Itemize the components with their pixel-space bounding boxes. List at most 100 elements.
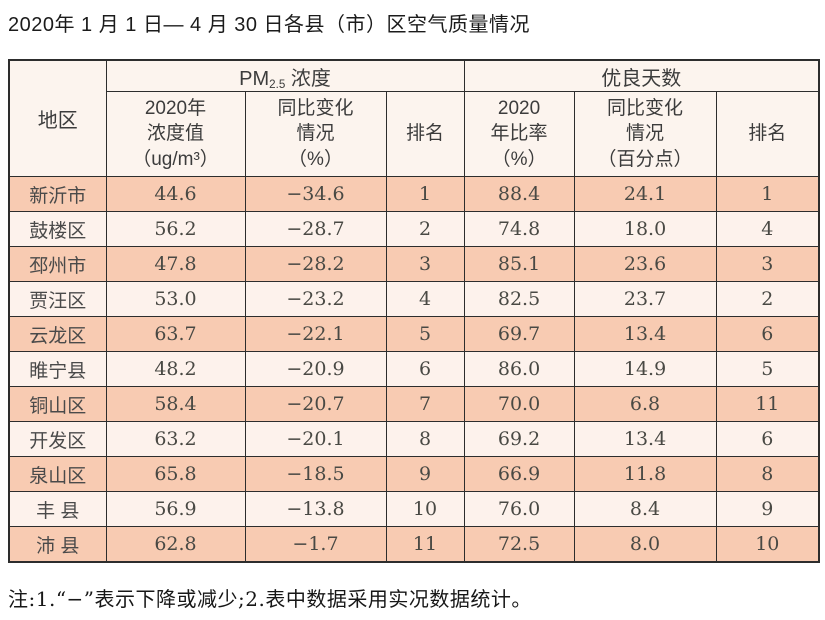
pm-value-cell: 63.2 [105,421,246,457]
days-change-cell: 8.4 [573,491,717,527]
pm-change-cell: −34.6 [244,176,387,212]
days-change-cell: 13.4 [573,316,717,352]
pm-rank-cell: 6 [385,351,465,387]
days-rank-cell: 5 [715,351,820,387]
table-row: 丰 县 56.9 −13.8 10 76.0 8.4 9 [8,491,820,527]
days-rank-cell: 6 [715,316,820,352]
pm-change-cell: −20.7 [244,386,387,422]
pm-value-cell: 53.0 [105,281,246,317]
subheader-pm-change: 同比变化 情况 （%） [244,91,387,177]
pm-rank-cell: 3 [385,246,465,282]
region-cell: 鼓楼区 [8,211,107,247]
subheader-days-rank: 排名 [715,91,820,177]
days-rank-cell: 11 [715,386,820,422]
pm-change-cell: −28.7 [244,211,387,247]
days-ratio-cell: 70.0 [463,386,575,422]
region-cell: 睢宁县 [8,351,107,387]
days-change-cell: 14.9 [573,351,717,387]
table-row: 新沂市 44.6 −34.6 1 88.4 24.1 1 [8,176,820,212]
days-rank-cell: 2 [715,281,820,317]
days-change-cell: 13.4 [573,421,717,457]
days-change-cell: 8.0 [573,526,717,563]
region-header-cell: 地区 [8,59,107,177]
group-header-row: 地区 PM2.5 浓度 优良天数 [8,59,820,177]
table-header: 地区 PM2.5 浓度 优良天数 2020年 浓度值 （ug/m³） 同比变化 … [8,59,820,177]
days-rank-cell: 9 [715,491,820,527]
pm-value-cell: 65.8 [105,456,246,492]
region-cell: 云龙区 [8,316,107,352]
pm-rank-cell: 4 [385,281,465,317]
pm-change-cell: −20.9 [244,351,387,387]
days-ratio-cell: 82.5 [463,281,575,317]
table-row: 鼓楼区 56.2 −28.7 2 74.8 18.0 4 [8,211,820,247]
days-rank-cell: 10 [715,526,820,563]
days-rank-cell: 4 [715,211,820,247]
pm-rank-cell: 2 [385,211,465,247]
days-rank-cell: 3 [715,246,820,282]
days-rank-cell: 1 [715,176,820,212]
subheader-days-change: 同比变化 情况 （百分点） [573,91,717,177]
page-title: 2020年 1 月 1 日— 4 月 30 日各县（市）区空气质量情况 [8,14,531,36]
pm-value-cell: 62.8 [105,526,246,563]
days-rank-cell: 6 [715,421,820,457]
days-change-cell: 11.8 [573,456,717,492]
days-ratio-cell: 88.4 [463,176,575,212]
pm-rank-cell: 7 [385,386,465,422]
sub-header-row: 2020年 浓度值 （ug/m³） 同比变化 情况 （%） 排名 2020 年比… [9,91,820,177]
subheader-days-ratio: 2020 年比率 （%） [463,91,575,177]
table-body: 新沂市 44.6 −34.6 1 88.4 24.1 1 鼓楼区 56.2 −2… [8,176,820,563]
good-days-group-header: 优良天数 [463,59,820,92]
pm-change-cell: −13.8 [244,491,387,527]
pm-suffix: 浓度 [285,67,331,90]
days-ratio-cell: 72.5 [463,526,575,563]
pm-prefix: PM [239,67,270,90]
pm-value-cell: 56.9 [105,491,246,527]
footnote: 注:1.“−”表示下降或减少;2.表中数据采用实况数据统计。 [8,587,532,611]
days-change-cell: 23.6 [573,246,717,282]
pm-rank-cell: 8 [385,421,465,457]
days-change-cell: 23.7 [573,281,717,317]
pm-value-cell: 63.7 [105,316,246,352]
days-ratio-cell: 66.9 [463,456,575,492]
pm-change-cell: −22.1 [244,316,387,352]
pm-rank-cell: 5 [385,316,465,352]
days-change-cell: 18.0 [573,211,717,247]
pm-subscript: 2.5 [269,77,286,91]
pm-value-cell: 58.4 [105,386,246,422]
pm-change-cell: −1.7 [244,526,387,563]
pm-value-cell: 56.2 [105,211,246,247]
pm-value-cell: 47.8 [105,246,246,282]
days-rank-cell: 8 [715,456,820,492]
days-ratio-cell: 69.7 [463,316,575,352]
days-change-cell: 24.1 [573,176,717,212]
table-row: 沛 县 62.8 −1.7 11 72.5 8.0 10 [8,526,820,563]
region-cell: 开发区 [8,421,107,457]
pm-rank-cell: 10 [385,491,465,527]
subheader-pm-rank: 排名 [385,91,465,177]
pm-rank-cell: 11 [385,526,465,563]
table-row: 铜山区 58.4 −20.7 7 70.0 6.8 11 [8,386,820,422]
pm25-group-header: PM2.5 浓度 [105,59,465,92]
days-ratio-cell: 69.2 [463,421,575,457]
days-ratio-cell: 74.8 [463,211,575,247]
pm-change-cell: −23.2 [244,281,387,317]
days-ratio-cell: 86.0 [463,351,575,387]
region-cell: 贾汪区 [8,281,107,317]
region-cell: 铜山区 [8,386,107,422]
region-cell: 沛 县 [8,526,107,563]
subheader-pm-value: 2020年 浓度值 （ug/m³） [105,91,246,177]
region-cell: 新沂市 [8,176,107,212]
table-row: 泉山区 65.8 −18.5 9 66.9 11.8 8 [8,456,820,492]
pm-rank-cell: 9 [385,456,465,492]
table-row: 贾汪区 53.0 −23.2 4 82.5 23.7 2 [8,281,820,317]
pm-change-cell: −18.5 [244,456,387,492]
air-quality-table: 地区 PM2.5 浓度 优良天数 2020年 浓度值 （ug/m³） 同比变化 … [8,59,821,563]
pm-change-cell: −20.1 [244,421,387,457]
table-row: 开发区 63.2 −20.1 8 69.2 13.4 6 [8,421,820,457]
pm-value-cell: 48.2 [105,351,246,387]
days-change-cell: 6.8 [573,386,717,422]
days-ratio-cell: 76.0 [463,491,575,527]
table-row: 云龙区 63.7 −22.1 5 69.7 13.4 6 [8,316,820,352]
region-cell: 泉山区 [8,456,107,492]
